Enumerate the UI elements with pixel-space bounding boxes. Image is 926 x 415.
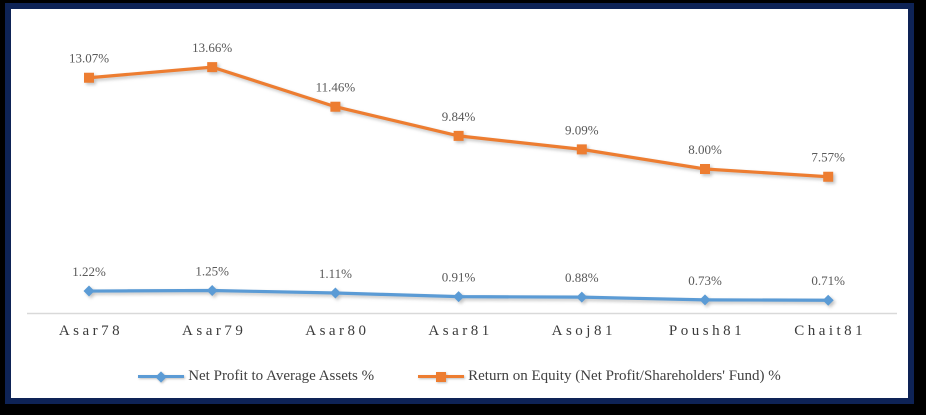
- x-tick-label: Asar78: [59, 323, 123, 339]
- legend-diamond-marker-icon: [138, 370, 185, 384]
- data-point-square-marker: [453, 130, 464, 141]
- data-point-label: 0.91%: [442, 270, 476, 285]
- legend-label-return-on-equity: Return on Equity (Net Profit/Shareholder…: [468, 368, 781, 384]
- x-tick-label: Asar81: [428, 323, 492, 339]
- chart-plot: Asar78 Asar79 Asar80 Asar81 Asoj81 Poush81 Cha…: [27, 40, 897, 339]
- x-tick-label: Asar79: [182, 323, 246, 339]
- data-point-square-marker: [700, 164, 710, 174]
- legend-square-marker-icon: [418, 370, 465, 384]
- data-point-diamond-marker: [329, 287, 341, 299]
- data-point-diamond-marker: [83, 285, 95, 297]
- data-point-square-marker: [823, 171, 834, 182]
- legend-item-return-on-equity: Return on Equity (Net Profit/Shareholder…: [418, 368, 781, 385]
- data-point-label: 9.09%: [565, 122, 599, 137]
- chart-legend: Net Profit to Average Assets % Return on…: [11, 355, 908, 398]
- data-point-label: 11.46%: [316, 80, 356, 95]
- data-point-square-marker: [576, 144, 587, 155]
- data-point-square-marker: [330, 101, 341, 112]
- data-point-square-marker: [207, 62, 218, 73]
- x-tick-label: Chait81: [794, 323, 866, 339]
- series-net-profit: [83, 285, 834, 306]
- legend-item-net-profit: Net Profit to Average Assets %: [138, 368, 374, 385]
- data-point-square-marker: [84, 72, 94, 83]
- data-point-label: 0.73%: [688, 273, 722, 288]
- data-point-label: 13.07%: [69, 51, 109, 66]
- data-point-label: 7.57%: [811, 150, 845, 165]
- series-return-on-equity: [84, 62, 834, 182]
- x-tick-label: Poush81: [669, 323, 745, 339]
- data-point-label: 13.66%: [192, 40, 232, 55]
- data-point-label: 1.22%: [72, 264, 106, 279]
- chart-frame: Asar78 Asar79 Asar80 Asar81 Asoj81 Poush81 Cha…: [5, 3, 914, 404]
- x-tick-label: Asoj81: [552, 323, 616, 339]
- data-point-label: 9.84%: [442, 109, 476, 124]
- data-point-label: 8.00%: [688, 142, 722, 157]
- data-point-diamond-marker: [576, 291, 588, 303]
- data-point-label: 0.88%: [565, 270, 599, 285]
- x-tick-label: Asar80: [305, 323, 369, 339]
- legend-label-net-profit: Net Profit to Average Assets %: [188, 368, 375, 384]
- data-point-diamond-marker: [453, 291, 465, 303]
- data-point-diamond-marker: [822, 294, 834, 306]
- data-point-label: 1.11%: [319, 266, 352, 281]
- data-point-label: 0.71%: [811, 273, 845, 288]
- data-point-label: 1.25%: [195, 264, 229, 279]
- data-point-diamond-marker: [206, 285, 218, 296]
- data-point-diamond-marker: [699, 294, 711, 306]
